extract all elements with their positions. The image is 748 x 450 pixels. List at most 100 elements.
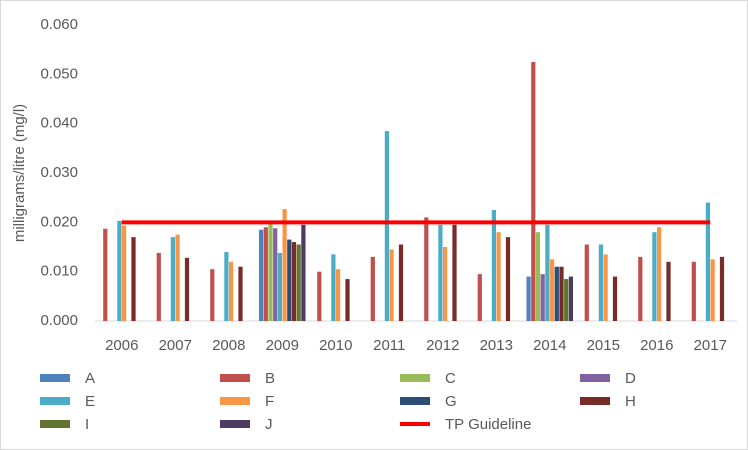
legend-swatch — [220, 397, 250, 405]
bar — [656, 227, 662, 321]
x-tick-label: 2010 — [319, 337, 352, 354]
bar — [638, 256, 643, 321]
bar — [531, 62, 536, 321]
bar — [438, 224, 443, 321]
bar — [705, 202, 711, 321]
x-tick-label: 2012 — [426, 337, 459, 354]
x-tick-label: 2008 — [212, 337, 245, 354]
bar — [131, 237, 136, 321]
legend-swatch — [580, 397, 610, 405]
bar — [389, 249, 394, 321]
x-tick-label: 2013 — [480, 337, 513, 354]
legend-swatch — [400, 397, 430, 405]
x-tick-label: 2015 — [587, 337, 620, 354]
bar — [568, 276, 574, 321]
legend-label: I — [85, 416, 89, 433]
bar — [584, 244, 589, 321]
bar — [477, 274, 482, 321]
legend-label: H — [625, 393, 636, 410]
bar — [398, 244, 404, 321]
bar — [291, 242, 297, 321]
bar — [263, 227, 268, 321]
bar — [549, 259, 555, 321]
legend-label: TP Guideline — [445, 416, 531, 433]
bar — [612, 276, 618, 321]
bar — [719, 256, 725, 321]
bar — [273, 228, 278, 321]
bar — [258, 229, 264, 321]
y-tick-label: 0.020 — [40, 213, 78, 230]
bar — [282, 209, 287, 321]
legend-label: F — [265, 393, 274, 410]
bar — [238, 266, 243, 321]
x-tick-label: 2017 — [694, 337, 727, 354]
legend-swatch — [220, 420, 250, 428]
legend-swatch — [580, 374, 610, 382]
bar — [345, 279, 350, 321]
bar — [301, 224, 306, 321]
y-tick-label: 0.030 — [40, 164, 78, 181]
x-tick-label: 2007 — [159, 337, 192, 354]
bar — [287, 239, 292, 321]
bar — [442, 247, 448, 321]
bar — [652, 232, 657, 321]
legend-label: E — [85, 393, 95, 410]
bar — [331, 254, 336, 321]
bar — [228, 261, 234, 321]
bar — [335, 269, 341, 321]
x-tick-label: 2006 — [105, 337, 138, 354]
bar — [559, 266, 564, 321]
legend-label: A — [85, 370, 95, 387]
bar — [666, 261, 671, 321]
legend-label: G — [445, 393, 457, 410]
legend-swatch — [400, 374, 430, 382]
bar — [564, 279, 569, 321]
bar — [710, 259, 715, 321]
y-tick-label: 0.040 — [40, 115, 78, 132]
legend-swatch — [220, 374, 250, 382]
bar — [103, 228, 108, 321]
x-tick-label: 2011 — [373, 337, 405, 354]
y-axis-title: milligrams/litre (mg/l) — [11, 104, 28, 242]
bar — [554, 266, 559, 321]
y-tick-label: 0.010 — [40, 263, 78, 280]
bar — [603, 254, 608, 321]
legend-swatch — [40, 397, 70, 405]
bar — [224, 251, 229, 321]
bar — [170, 237, 176, 321]
bar — [598, 244, 604, 321]
bar — [491, 210, 497, 321]
bar — [540, 274, 545, 321]
legend-label: J — [265, 416, 273, 433]
bar — [452, 224, 457, 321]
bar — [296, 244, 301, 321]
bar — [424, 217, 429, 321]
bar — [175, 234, 180, 321]
bar — [545, 224, 550, 321]
x-tick-label: 2014 — [533, 337, 566, 354]
y-tick-label: 0.050 — [40, 65, 78, 82]
bar — [210, 269, 215, 321]
legend-swatch — [40, 374, 70, 382]
bar — [384, 131, 390, 321]
bar — [691, 261, 696, 321]
legend-label: B — [265, 370, 275, 387]
bar — [505, 237, 511, 321]
bar — [370, 256, 375, 321]
bar — [156, 252, 161, 321]
bar — [277, 252, 283, 321]
bar — [117, 220, 122, 321]
x-tick-label: 2016 — [640, 337, 673, 354]
legend-swatch — [40, 420, 70, 428]
legend-label: C — [445, 370, 456, 387]
x-tick-label: 2009 — [266, 337, 299, 354]
bar — [268, 223, 273, 321]
bar — [496, 232, 501, 321]
bar — [121, 225, 127, 321]
legend-label: D — [625, 370, 636, 387]
y-tick-label: 0.060 — [40, 16, 78, 33]
y-tick-label: 0.000 — [40, 312, 78, 329]
bar — [526, 276, 531, 321]
